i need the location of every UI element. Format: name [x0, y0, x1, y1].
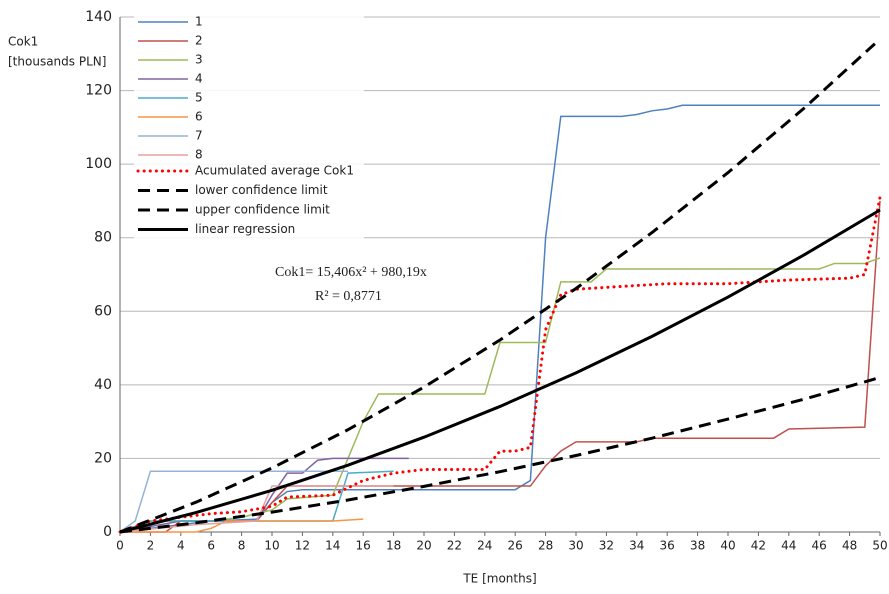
- x-tick-label: 48: [842, 539, 857, 553]
- series-line: [119, 208, 881, 534]
- y-tick-label: 0: [103, 524, 112, 540]
- legend-label: linear regression: [195, 222, 295, 236]
- series-line: [119, 485, 394, 533]
- x-tick-label: 30: [568, 539, 583, 553]
- x-tick-label: 2: [147, 539, 155, 553]
- series-line: [120, 518, 364, 533]
- x-tick-label: 14: [325, 539, 340, 553]
- legend-label: 2: [195, 34, 203, 48]
- legend-box: [134, 12, 364, 252]
- legend-label: 4: [195, 72, 203, 86]
- series-line: [119, 104, 880, 533]
- x-tick-label: 0: [116, 539, 124, 553]
- legend-label: Acumulated average Cok1: [195, 164, 354, 178]
- legend-label: 7: [195, 129, 203, 143]
- x-tick-label: 10: [264, 539, 279, 553]
- x-tick-label: 50: [872, 539, 887, 553]
- annotation: R² = 0,8771: [315, 289, 382, 304]
- x-axis-label: TE [months]: [462, 572, 536, 586]
- x-tick-label: 6: [207, 539, 215, 553]
- y-tick-label: 60: [94, 303, 112, 319]
- x-tick-label: 4: [177, 539, 185, 553]
- x-tick-label: 8: [238, 539, 246, 553]
- x-tick-label: 32: [599, 539, 614, 553]
- x-tick-label: 42: [751, 539, 766, 553]
- legend-label: 6: [195, 110, 203, 124]
- y-axis-label: Cok1: [8, 35, 38, 49]
- x-tick-label: 40: [720, 539, 735, 553]
- y-tick-label: 100: [85, 156, 112, 172]
- x-tick-label: 28: [538, 539, 553, 553]
- series-line: [119, 470, 348, 533]
- x-tick-label: 12: [295, 539, 310, 553]
- legend-label: upper confidence limit: [195, 203, 330, 217]
- x-tick-label: 44: [781, 539, 796, 553]
- x-tick-label: 38: [690, 539, 705, 553]
- y-tick-label: 80: [94, 230, 112, 246]
- x-tick-label: 26: [508, 539, 523, 553]
- legend-label: 1: [195, 15, 203, 29]
- y-tick-label: 40: [94, 377, 112, 393]
- series-line: [119, 257, 881, 533]
- legend-label: lower confidence limit: [195, 183, 328, 197]
- x-tick-label: 18: [386, 539, 401, 553]
- legend-label: 3: [195, 53, 203, 67]
- x-tick-label: 34: [629, 539, 644, 553]
- x-tick-label: 22: [447, 539, 462, 553]
- y-axis-label: [thousands PLN]: [8, 55, 106, 69]
- y-tick-label: 120: [85, 83, 112, 99]
- x-tick-label: 16: [356, 539, 371, 553]
- series-line: [119, 37, 882, 534]
- x-tick-label: 24: [477, 539, 492, 553]
- y-tick-label: 140: [85, 9, 112, 25]
- y-tick-label: 20: [94, 450, 112, 466]
- x-tick-label: 46: [812, 539, 827, 553]
- legend-label: 8: [195, 148, 203, 162]
- series-line: [119, 376, 881, 534]
- x-tick-label: 36: [660, 539, 675, 553]
- legend-label: 5: [195, 91, 203, 105]
- x-tick-label: 20: [416, 539, 431, 553]
- annotation: Cok1= 15,406x² + 980,19x: [275, 265, 427, 280]
